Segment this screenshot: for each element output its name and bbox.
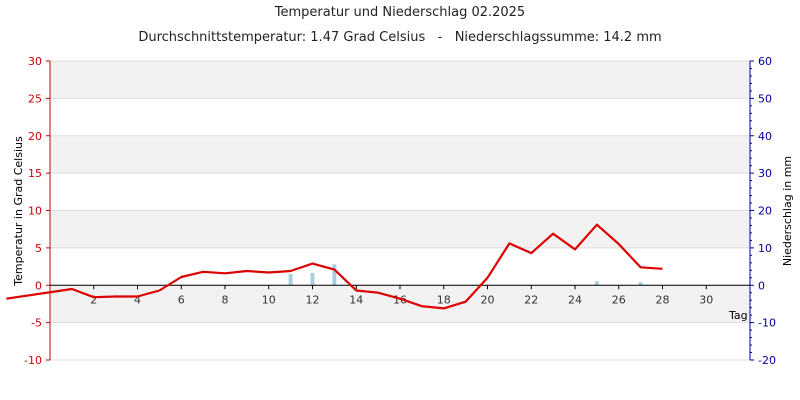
y-axis-left-label: Temperatur in Grad Celsius xyxy=(12,136,25,287)
x-tick-label: 4 xyxy=(134,293,141,306)
x-tick-label: 14 xyxy=(349,293,363,306)
right-tick-label: 20 xyxy=(758,205,772,218)
left-tick-label: 25 xyxy=(28,92,42,105)
x-tick-label: 28 xyxy=(656,293,670,306)
x-tick-label: 22 xyxy=(524,293,538,306)
right-tick-label: 30 xyxy=(758,167,772,180)
x-axis-ticks: 2 4 6 8 10 12 14 16 18 20 22 24 26 28 30 xyxy=(90,285,713,306)
left-tick-label: 15 xyxy=(28,167,42,180)
temperature-series xyxy=(6,223,663,310)
right-tick-label: -10 xyxy=(758,317,776,330)
precipitation-bar xyxy=(332,264,337,286)
x-tick-label: 18 xyxy=(437,293,451,306)
x-tick-label: 2 xyxy=(90,293,97,306)
left-tick-label: 10 xyxy=(28,205,42,218)
right-axis-ticks: -20 -10 0 10 20 30 40 50 60 xyxy=(750,55,776,367)
x-tick-label: 8 xyxy=(222,293,229,306)
right-tick-label: 40 xyxy=(758,130,772,143)
precipitation-bar xyxy=(594,281,599,286)
background-band xyxy=(50,210,750,248)
x-tick-label: 26 xyxy=(612,293,626,306)
precipitation-bar xyxy=(288,274,293,286)
precipitation-bars xyxy=(288,264,643,286)
x-tick-label: 30 xyxy=(699,293,713,306)
background-band xyxy=(50,135,750,174)
precipitation-bar xyxy=(310,272,315,286)
right-tick-label: 60 xyxy=(758,55,772,68)
background-bands xyxy=(50,61,750,323)
x-tick-label: 6 xyxy=(178,293,185,306)
left-tick-label: 5 xyxy=(35,242,42,255)
background-band xyxy=(50,285,750,323)
chart-title: Temperatur und Niederschlag 02.2025 xyxy=(274,5,525,20)
x-tick-label: 24 xyxy=(568,293,582,306)
right-tick-label: 10 xyxy=(758,242,772,255)
right-tick-label: 0 xyxy=(758,279,765,292)
y-axis-right-label: Niederschlag in mm xyxy=(781,156,794,266)
left-tick-label: 30 xyxy=(28,55,42,68)
background-band xyxy=(50,61,750,99)
precipitation-bar xyxy=(638,282,643,286)
left-axis-ticks: -10 -5 0 5 10 15 20 25 30 xyxy=(24,55,50,367)
x-tick-label: 20 xyxy=(481,293,495,306)
left-tick-label: 0 xyxy=(35,279,42,292)
left-tick-label: -10 xyxy=(24,354,42,367)
right-tick-label: 50 xyxy=(758,92,772,105)
right-tick-label: -20 xyxy=(758,354,776,367)
left-tick-label: 20 xyxy=(28,130,42,143)
x-tick-label: 12 xyxy=(306,293,320,306)
chart-subtitle: Durchschnittstemperatur: 1.47 Grad Celsi… xyxy=(138,30,661,45)
x-tick-label: 10 xyxy=(262,293,276,306)
x-axis-label: Tag xyxy=(728,309,748,322)
left-tick-label: -5 xyxy=(31,317,42,330)
temperature-line xyxy=(6,223,663,310)
